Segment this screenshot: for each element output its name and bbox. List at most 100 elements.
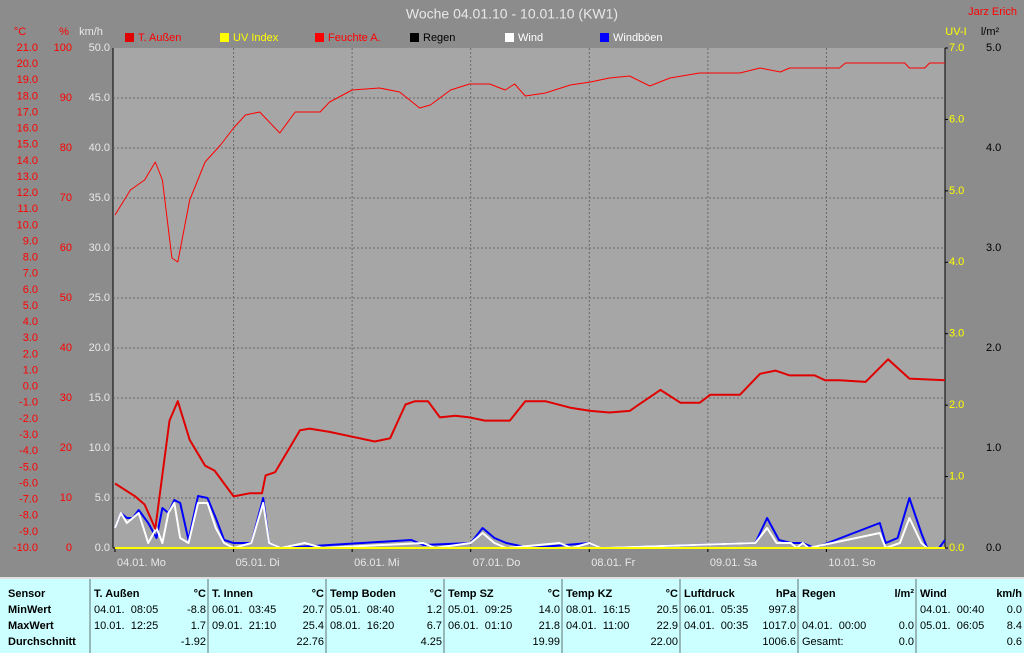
- chart-title: Woche 04.01.10 - 10.01.10 (KW1): [406, 6, 618, 22]
- y-tick-label: 15.0: [89, 392, 110, 404]
- legend-label: UV Index: [233, 32, 279, 44]
- table-header: Temp SZ: [448, 588, 494, 600]
- y-tick-label: 4.0: [986, 142, 1001, 154]
- y-tick-label: 19.0: [17, 74, 38, 86]
- y-tick-label: 20.0: [17, 58, 38, 70]
- table-cell: 04.01. 11:00: [566, 620, 629, 632]
- y-tick-label: 45.0: [89, 92, 110, 104]
- axis-unit: %: [59, 26, 69, 38]
- y-tick-label: 40.0: [89, 142, 110, 154]
- x-tick-label: 05.01. Di: [236, 557, 280, 569]
- row-label: MinWert: [8, 604, 52, 616]
- table-cell: 04.01. 08:05: [94, 604, 158, 616]
- x-tick-label: 08.01. Fr: [591, 557, 635, 569]
- table-cell: 20.5: [657, 604, 678, 616]
- table-cell: 06.01. 01:10: [448, 620, 512, 632]
- y-tick-label: 7.0: [23, 268, 38, 280]
- table-header: Wind: [920, 588, 947, 600]
- table-header: °C: [194, 588, 206, 600]
- y-tick-label: 6.0: [949, 113, 964, 125]
- y-tick-label: 1.0: [949, 470, 964, 482]
- y-tick-label: 40: [60, 342, 72, 354]
- table-cell: 0.6: [1007, 636, 1022, 648]
- y-tick-label: 1.0: [986, 442, 1001, 454]
- row-label: MaxWert: [8, 620, 54, 632]
- stats-table: [0, 578, 1024, 653]
- y-tick-label: -3.0: [19, 429, 38, 441]
- y-tick-label: 5.0: [23, 300, 38, 312]
- legend-swatch: [505, 33, 514, 42]
- table-header: Temp Boden: [330, 588, 396, 600]
- table-cell: 09.01. 21:10: [212, 620, 276, 632]
- y-tick-label: 0: [66, 542, 72, 554]
- author: Jarz Erich: [968, 6, 1017, 18]
- legend-label: Wind: [518, 32, 543, 44]
- y-tick-label: 50: [60, 292, 72, 304]
- y-tick-label: 6.0: [23, 284, 38, 296]
- y-tick-label: 60: [60, 242, 72, 254]
- x-tick-label: 10.01. So: [828, 557, 875, 569]
- y-tick-label: 5.0: [949, 185, 964, 197]
- legend-label: Windböen: [613, 32, 663, 44]
- y-tick-label: 3.0: [949, 328, 964, 340]
- table-cell: -1.92: [181, 636, 206, 648]
- y-tick-label: 20.0: [89, 342, 110, 354]
- legend-swatch: [125, 33, 134, 42]
- table-header: °C: [312, 588, 324, 600]
- y-tick-label: 35.0: [89, 192, 110, 204]
- y-tick-label: 2.0: [23, 348, 38, 360]
- y-tick-label: -8.0: [19, 510, 38, 522]
- table-header: °C: [430, 588, 442, 600]
- y-tick-label: 14.0: [17, 155, 38, 167]
- table-cell: 10.01. 12:25: [94, 620, 158, 632]
- y-tick-label: 30: [60, 392, 72, 404]
- table-header: Luftdruck: [684, 588, 736, 600]
- table-cell: 0.0: [899, 620, 914, 632]
- y-tick-label: 1.0: [23, 364, 38, 376]
- y-tick-label: -7.0: [19, 494, 38, 506]
- table-cell: 04.01. 00:35: [684, 620, 748, 632]
- legend-swatch: [410, 33, 419, 42]
- y-tick-label: -6.0: [19, 477, 38, 489]
- y-tick-label: -10.0: [13, 542, 38, 554]
- table-cell: 997.8: [768, 604, 796, 616]
- y-tick-label: 21.0: [17, 42, 38, 54]
- y-tick-label: 4.0: [23, 316, 38, 328]
- y-tick-label: 0.0: [949, 542, 964, 554]
- y-tick-label: 80: [60, 142, 72, 154]
- x-tick-label: 04.01. Mo: [117, 557, 166, 569]
- axis-unit: UV-I: [945, 26, 966, 38]
- y-tick-label: 2.0: [986, 342, 1001, 354]
- series-line: [114, 62, 945, 263]
- table-cell: 22.9: [657, 620, 678, 632]
- legend-label: T. Außen: [138, 32, 181, 44]
- y-tick-label: 10: [60, 492, 72, 504]
- y-tick-label: 3.0: [986, 242, 1001, 254]
- table-header: °C: [548, 588, 560, 600]
- y-tick-label: 70: [60, 192, 72, 204]
- table-cell: 0.0: [899, 636, 914, 648]
- series-line: [114, 502, 945, 549]
- table-cell: 04.01. 00:40: [920, 604, 984, 616]
- y-tick-label: 8.0: [23, 252, 38, 264]
- y-tick-label: 3.0: [23, 332, 38, 344]
- y-tick-label: 10.0: [89, 442, 110, 454]
- y-tick-label: 16.0: [17, 123, 38, 135]
- y-tick-label: 90: [60, 92, 72, 104]
- y-tick-label: 4.0: [949, 256, 964, 268]
- row-label: Durchschnitt: [8, 636, 76, 648]
- y-tick-label: -2.0: [19, 413, 38, 425]
- legend-swatch: [220, 33, 229, 42]
- table-cell: 05.01. 06:05: [920, 620, 984, 632]
- table-cell: 25.4: [303, 620, 324, 632]
- table-header: Sensor: [8, 588, 46, 600]
- table-cell: 14.0: [539, 604, 560, 616]
- table-cell: 08.01. 16:20: [330, 620, 394, 632]
- y-tick-label: 17.0: [17, 106, 38, 118]
- y-tick-label: 7.0: [949, 42, 964, 54]
- table-header: °C: [666, 588, 678, 600]
- y-tick-label: -9.0: [19, 526, 38, 538]
- y-tick-label: 11.0: [17, 203, 38, 215]
- table-cell: 1017.0: [762, 620, 796, 632]
